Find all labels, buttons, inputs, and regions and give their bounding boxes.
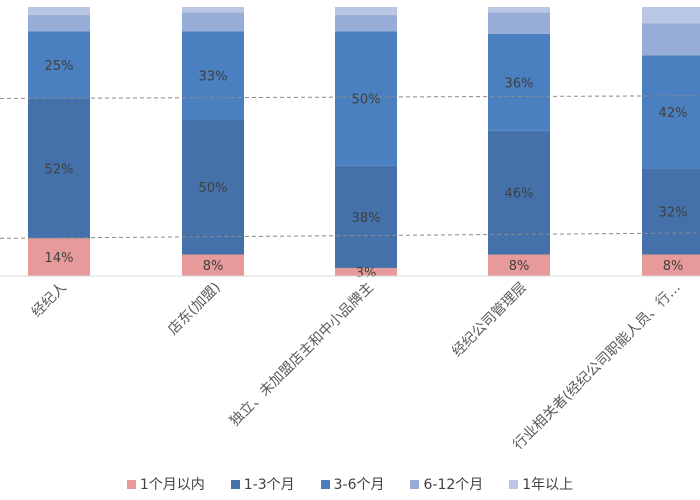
x-tick-labels-layer: 经纪人 店东(加盟) 独立、未加盟店主和中小品牌主 经纪公司管理层行业相关者(经纪公司… — [29, 279, 684, 453]
legend-item: 6-12个月 — [410, 474, 483, 494]
bar-segment — [642, 168, 700, 255]
bar-segment — [28, 98, 90, 239]
bar-segment — [28, 31, 90, 99]
legend-swatch — [509, 479, 519, 489]
bar-segment — [488, 7, 550, 13]
bar-segment — [28, 238, 90, 276]
legend-label: 1个月以内 — [139, 477, 205, 493]
bar-segment — [335, 31, 397, 166]
reference-line — [0, 232, 700, 239]
x-tick-label: 经纪公司管理层 — [449, 280, 530, 361]
bar-segment — [182, 7, 244, 13]
x-tick-label: 独立、未加盟店主和中小品牌主 — [226, 279, 377, 430]
bar-segment — [182, 31, 244, 120]
bar-segment — [642, 7, 700, 24]
bars-layer — [28, 7, 700, 276]
bar-segment — [335, 165, 397, 268]
bar-segment — [642, 254, 700, 276]
bar-segment — [28, 15, 90, 32]
legend: 1个月以内 1-3个月 3-6个月 6-12个月 1年以上 — [0, 474, 700, 494]
legend-label: 1-3个月 — [243, 477, 295, 493]
data-label: 38% — [352, 211, 381, 226]
data-label: 25% — [45, 59, 74, 74]
bar-segment — [182, 12, 244, 32]
reference-line — [0, 95, 700, 99]
bar-segment — [488, 254, 550, 276]
reference-lines-layer — [0, 95, 700, 239]
bar-segment — [182, 254, 244, 276]
data-label: 52% — [45, 162, 74, 177]
x-tick-label: 行业相关者(经纪公司职能人员、行… — [510, 280, 684, 454]
legend-label: 6-12个月 — [423, 477, 484, 493]
data-label: 46% — [505, 187, 534, 202]
bar-segment — [335, 267, 397, 276]
data-label: 50% — [199, 181, 228, 196]
legend-swatch — [126, 479, 136, 489]
bar-segment — [488, 12, 550, 34]
legend-label: 3-6个月 — [333, 477, 385, 493]
data-label: 8% — [663, 259, 684, 274]
legend-swatch — [230, 479, 240, 489]
bar-segment — [335, 7, 397, 16]
data-label: 33% — [199, 70, 228, 85]
x-tick-label: 店东(加盟) — [165, 280, 224, 339]
legend-item: 1-3个月 — [230, 474, 295, 494]
bar-segment — [182, 119, 244, 255]
bar-segment — [28, 7, 90, 16]
bar-segment — [642, 23, 700, 56]
legend-swatch — [320, 479, 330, 489]
bar-segment — [488, 33, 550, 131]
data-labels-layer: 14% 52% 25% 8% 50% 33% 3% 38% 50% 8% 46% 36% 8% 32% 42… — [45, 59, 688, 281]
legend-item: 1个月以内 — [126, 474, 205, 494]
data-label: 8% — [203, 259, 224, 274]
legend-item: 3-6个月 — [320, 474, 385, 494]
data-label: 8% — [509, 259, 530, 274]
data-label: 36% — [505, 76, 534, 91]
data-label: 50% — [352, 92, 381, 107]
data-label: 14% — [45, 251, 74, 266]
data-label: 32% — [659, 205, 688, 220]
data-label: 42% — [659, 106, 688, 121]
bar-segment — [335, 15, 397, 32]
legend-item: 1年以上 — [509, 474, 573, 494]
data-label: 3% — [356, 266, 377, 281]
legend-swatch — [410, 479, 420, 489]
legend-label: 1年以上 — [522, 477, 574, 493]
x-tick-label: 经纪人 — [29, 280, 70, 321]
bar-segment — [642, 55, 700, 169]
